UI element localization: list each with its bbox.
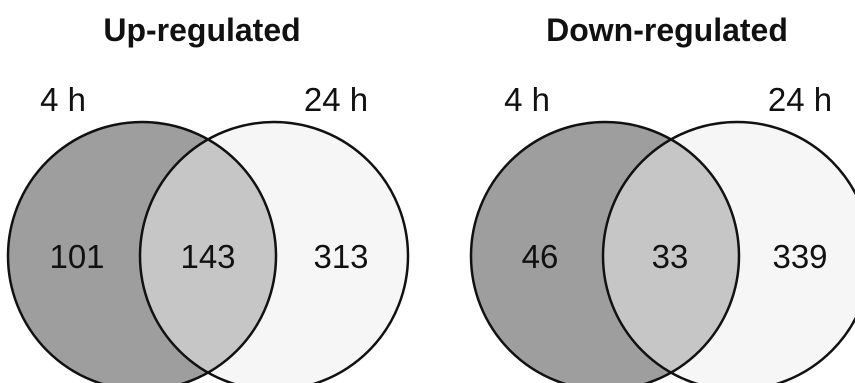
set-b-label: 24 h: [304, 81, 368, 118]
set-a-only-count: 46: [522, 238, 559, 275]
set-b-label: 24 h: [768, 81, 832, 118]
venn-panel-down-regulated: Down-regulated 4 h 24 h 46 33 339: [469, 12, 855, 383]
overlap-region: [140, 122, 276, 383]
set-b-only-count: 339: [772, 238, 827, 275]
set-b-outline: [601, 120, 855, 383]
set-a-outline: [6, 120, 278, 383]
venn-panel-up-regulated: Up-regulated 4 h 24 h 101 143 313: [6, 12, 410, 383]
panel-title: Down-regulated: [546, 12, 788, 48]
overlap-count: 143: [180, 238, 235, 275]
set-a-label: 4 h: [40, 81, 86, 118]
set-a-label: 4 h: [504, 81, 550, 118]
overlap-count: 33: [652, 238, 689, 275]
set-a-only-count: 101: [49, 238, 104, 275]
panel-title: Up-regulated: [103, 12, 300, 48]
set-b-outline: [138, 120, 410, 383]
overlap-region: [603, 122, 739, 383]
set-b-only-count: 313: [313, 238, 368, 275]
set-a-outline: [469, 120, 741, 383]
